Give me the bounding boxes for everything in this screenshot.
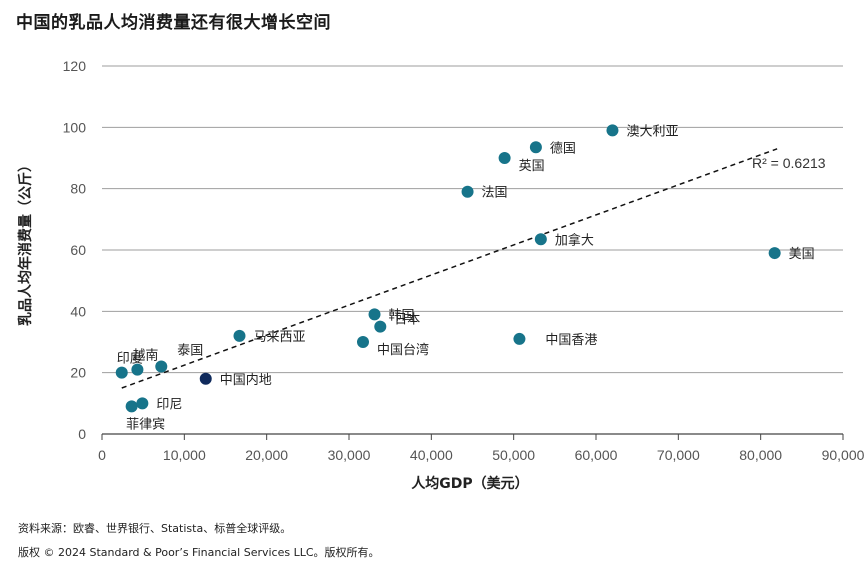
trendline: [121, 148, 778, 389]
point-label: 日本: [394, 313, 420, 328]
point-label: 马来西亚: [253, 330, 305, 345]
trendline-group: [121, 148, 778, 389]
grid-lines: [102, 65, 843, 374]
scatter-chart: 0 20 40 60 80 100 120 0 10,000 20,000 30,000 40,000…: [17, 58, 865, 492]
data-point: [513, 332, 526, 345]
x-tick-label: 90,000: [822, 447, 865, 463]
copyright-note: 版权 © 2024 Standard & Poor’s Financial Se…: [18, 546, 380, 559]
data-point: [155, 360, 168, 373]
y-tick-label: 80: [70, 181, 86, 197]
data-point: [606, 124, 619, 137]
point-label: 美国: [789, 247, 815, 262]
point-label: 中国香港: [545, 333, 597, 348]
point-label: 德国: [550, 141, 576, 156]
data-point: [356, 336, 369, 348]
data-point: [115, 366, 128, 379]
y-tick-label: 60: [70, 242, 86, 258]
data-point: [529, 141, 542, 154]
y-tick-label: 100: [63, 119, 87, 135]
x-tick-label: 30,000: [328, 447, 371, 463]
point-label: 英国: [519, 159, 545, 174]
r-squared-annotation: R² = 0.6213: [752, 155, 826, 171]
x-axis-label: 人均GDP（美元）: [411, 475, 528, 492]
x-tick-label: 20,000: [245, 447, 288, 463]
data-point: [136, 397, 149, 410]
data-point: [534, 233, 547, 246]
data-points: [115, 124, 781, 413]
data-point: [374, 320, 387, 333]
point-label: 越南: [132, 348, 158, 364]
data-point: [233, 329, 246, 342]
x-tick-label: 70,000: [657, 447, 700, 463]
axes: 0 20 40 60 80 100 120 0 10,000 20,000 30,000 40,000…: [63, 58, 865, 463]
data-point: [498, 152, 511, 164]
point-label: 菲律宾: [126, 416, 165, 432]
y-tick-label: 120: [63, 58, 87, 74]
y-tick-label: 40: [70, 303, 86, 319]
x-tick-label: 10,000: [163, 447, 206, 463]
x-tick-label: 80,000: [739, 447, 782, 463]
point-label: 中国台湾: [377, 342, 429, 358]
data-point: [768, 247, 781, 260]
data-point: [368, 308, 381, 321]
data-point: [461, 185, 474, 198]
point-label: 印度: [117, 351, 143, 367]
chart-title: 中国的乳品人均消费量还有很大增长空间: [16, 13, 331, 33]
y-tick-label: 0: [78, 426, 86, 442]
data-point: [199, 372, 212, 385]
x-tick-label: 40,000: [410, 447, 453, 463]
x-tick-label: 60,000: [575, 447, 618, 463]
source-note: 资料来源：欧睿、世界银行、Statista、标普全球评级。: [18, 522, 292, 535]
y-tick-label: 20: [70, 365, 86, 381]
point-label: 中国内地: [220, 372, 272, 388]
point-label: 法国: [482, 186, 508, 201]
y-axis-label: 乳品人均年消费量（公斤）: [17, 158, 34, 326]
x-tick-label: 0: [98, 447, 106, 463]
point-label: 加拿大: [555, 232, 594, 248]
point-label: 澳大利亚: [626, 123, 678, 139]
data-point: [131, 363, 144, 376]
data-point: [125, 400, 138, 413]
point-label: 韩国: [389, 308, 415, 323]
point-label: 泰国: [177, 344, 203, 359]
point-label: 印尼: [156, 397, 182, 412]
x-tick-label: 50,000: [492, 447, 535, 463]
